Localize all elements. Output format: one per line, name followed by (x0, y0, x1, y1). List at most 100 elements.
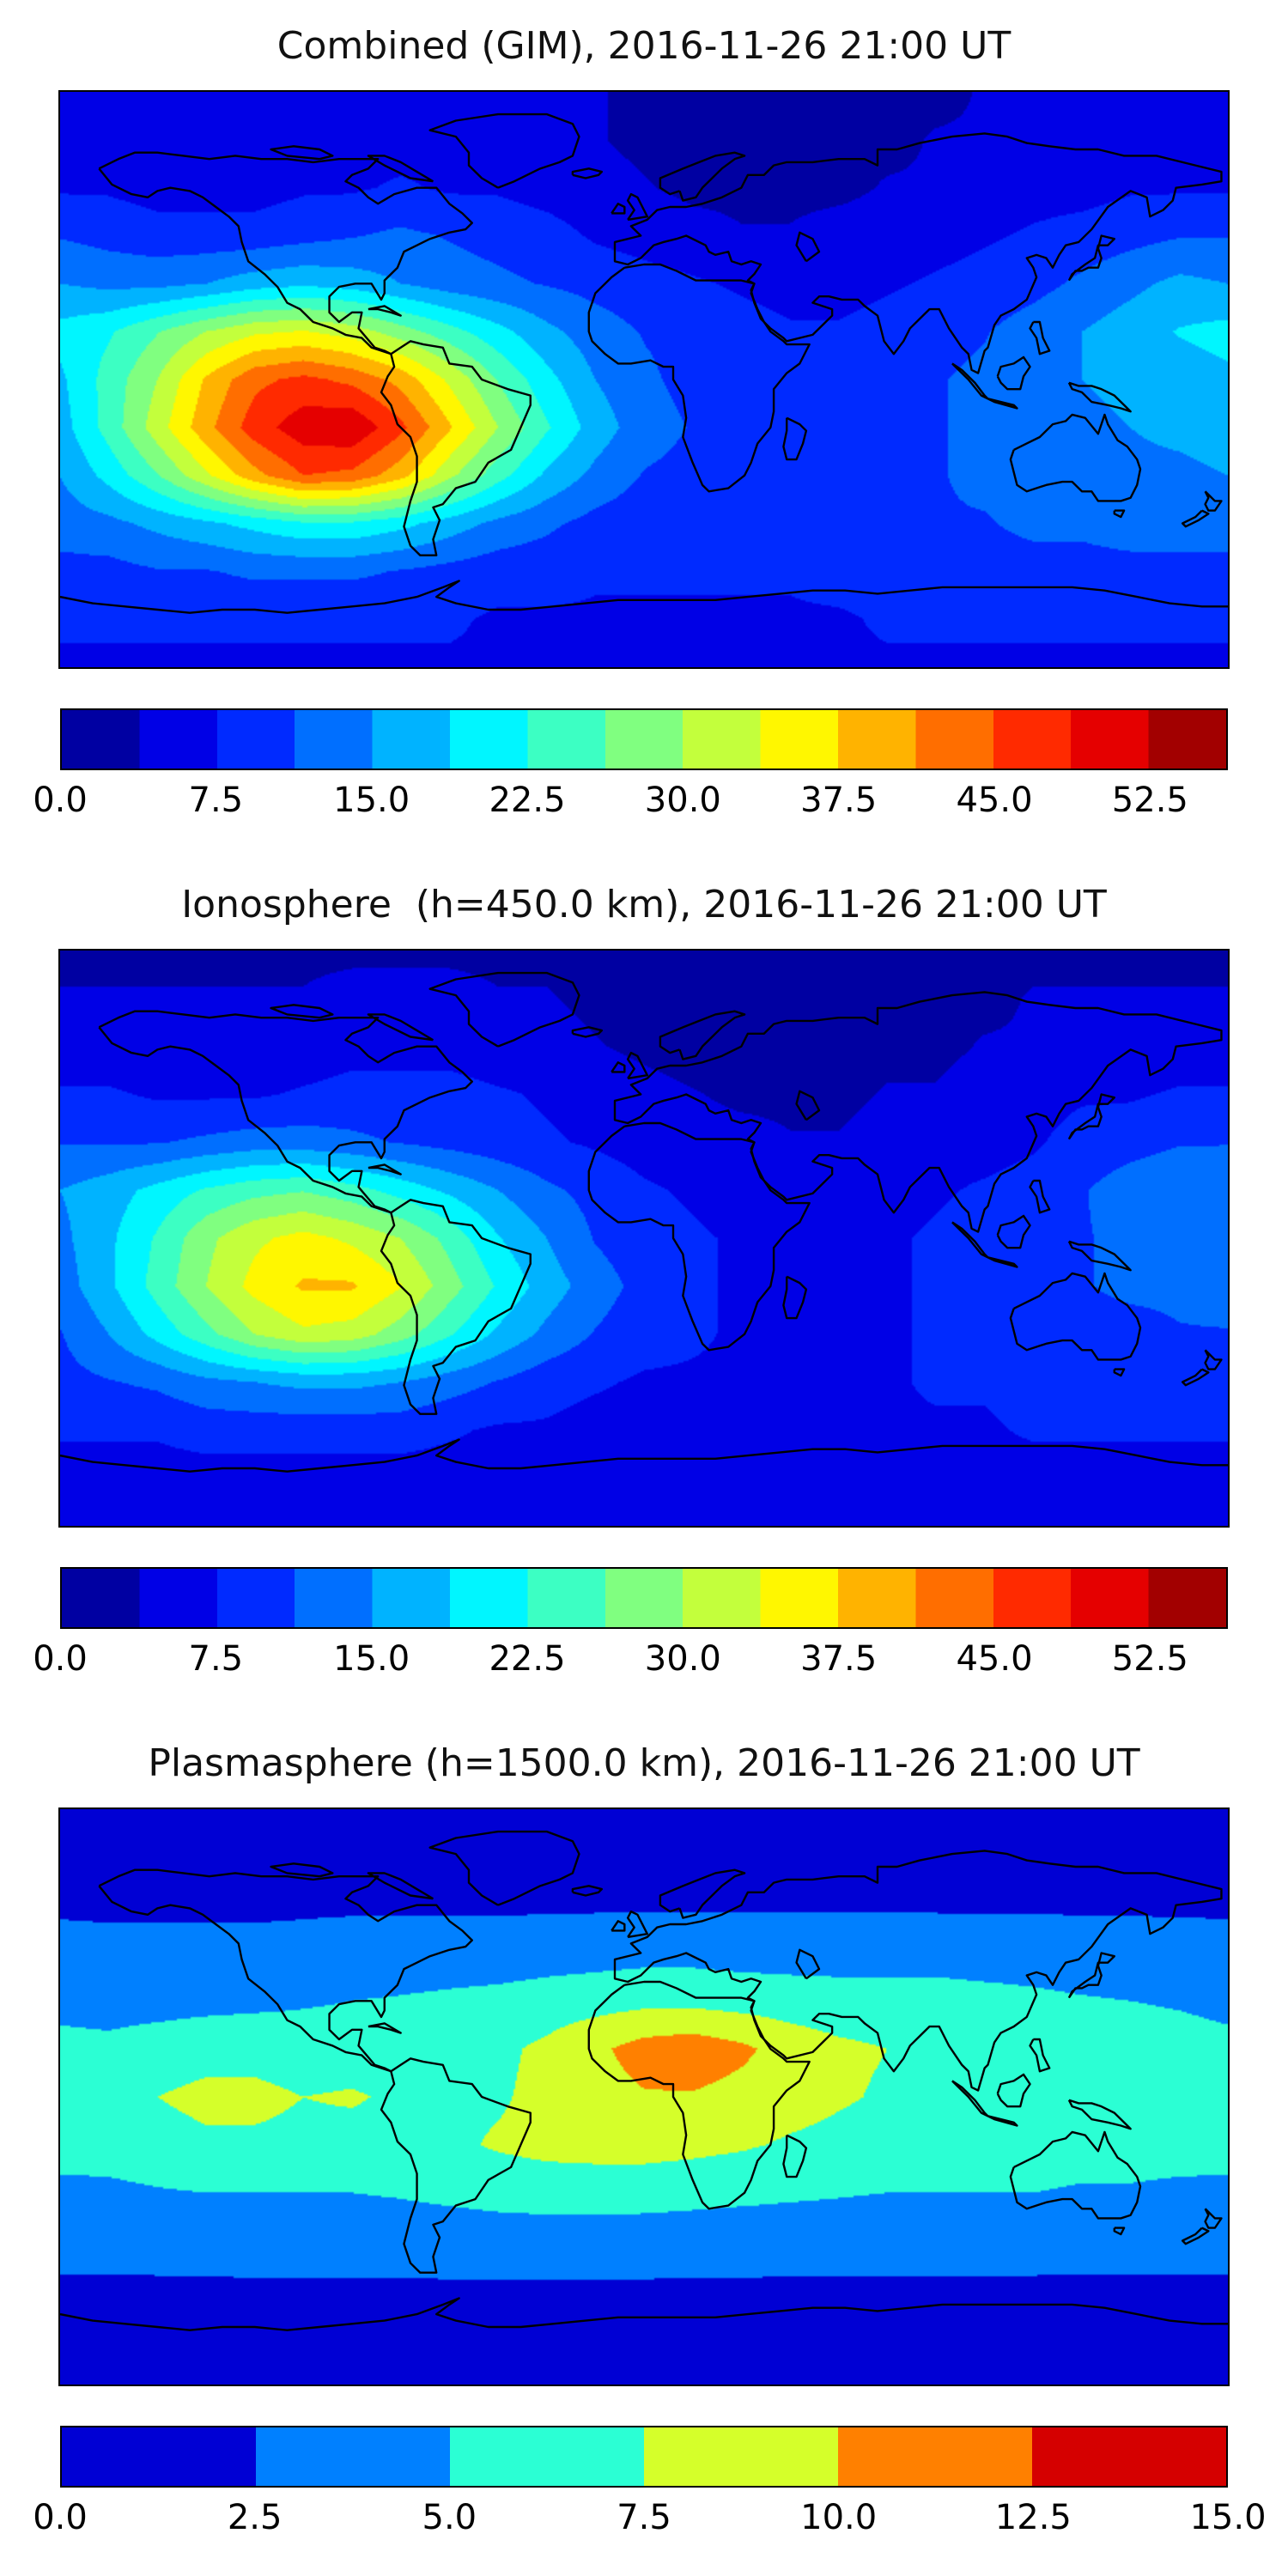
coastline-path (998, 2075, 1030, 2106)
colorbar-tick-label: 2.5 (227, 2497, 283, 2537)
coastline-path (1030, 322, 1050, 354)
coastline-path (99, 1012, 471, 1213)
colorbar (60, 2425, 1228, 2488)
panel-title: Plasmasphere (h=1500.0 km), 2016-11-26 2… (148, 1741, 1140, 1785)
coastline-path (60, 2298, 1228, 2330)
coastline-path (271, 1863, 333, 1876)
coastline-path (1069, 1242, 1131, 1271)
coastline-path (615, 133, 1221, 373)
coastline-path (1069, 1953, 1115, 1997)
coastline-path (589, 264, 810, 491)
coastline-path (368, 1014, 434, 1040)
colorbar-tick-label: 52.5 (1111, 1638, 1188, 1679)
coastline-path (1011, 415, 1140, 501)
colorbar-tick-label: 45.0 (956, 1638, 1033, 1679)
map-frame (58, 89, 1230, 669)
colorbar-tick-row: 0.0 7.5 15.0 22.5 30.0 37.5 45.0 52.5 (33, 775, 1228, 832)
coastline-path (1011, 2132, 1140, 2219)
coastline-path (368, 306, 401, 315)
colorbar-tick-row: 0.0 2.5 5.0 7.5 10.0 12.5 15.0 (33, 2493, 1266, 2549)
colorbar (60, 1566, 1228, 1629)
coastline-path (368, 1164, 401, 1174)
coastline-path (1206, 1350, 1222, 1369)
colorbar-tick-label: 15.0 (333, 1638, 410, 1679)
coastline-path (1115, 2227, 1124, 2233)
coastline-path (1182, 2227, 1208, 2244)
colorbar-tick-label: 15.0 (1189, 2497, 1267, 2537)
coastline-path (611, 1921, 624, 1930)
coastline-path (1069, 235, 1115, 280)
map-frame (58, 1807, 1230, 2386)
coastline-path (589, 1982, 810, 2208)
colorbar-tick-label: 37.5 (800, 780, 878, 820)
coastlines-overlay (60, 951, 1228, 1526)
coastline-path (797, 1091, 819, 1121)
colorbar-tick-label: 37.5 (800, 1638, 878, 1679)
colorbar-tick-label: 0.0 (33, 2497, 88, 2537)
coastline-path (1030, 2039, 1050, 2071)
coastline-path (368, 2023, 401, 2032)
coastline-path (1206, 491, 1222, 510)
coastline-path (998, 357, 1030, 389)
coastline-path (1182, 510, 1208, 526)
coastline-path (381, 1200, 531, 1413)
colorbar-tick-label: 10.0 (800, 2497, 878, 2537)
coastline-path (628, 194, 647, 220)
colorbar-tick-label: 45.0 (956, 780, 1033, 820)
coastline-path (1115, 1369, 1124, 1375)
coastline-path (99, 153, 471, 355)
coastline-path (1069, 2100, 1131, 2129)
coastline-path (797, 1950, 819, 1979)
coastline-path (381, 341, 531, 555)
colorbar-tick-label: 22.5 (489, 780, 566, 820)
panel-combined-gim: Combined (GIM), 2016-11-26 21:00 UT 0.0 7… (0, 0, 1288, 859)
colorbar-tick-label: 12.5 (994, 2497, 1072, 2537)
coastline-path (381, 2058, 531, 2272)
coastline-path (1206, 2208, 1222, 2227)
panel-title: Combined (GIM), 2016-11-26 21:00 UT (276, 24, 1012, 68)
coastline-path (783, 417, 805, 459)
coastline-path (60, 580, 1228, 612)
colorbar-tick-label: 30.0 (644, 780, 721, 820)
coastline-path (611, 1062, 624, 1072)
coastline-path (368, 155, 434, 181)
coastlines-overlay (60, 1809, 1228, 2385)
panel-ionosphere: Ionosphere (h=450.0 km), 2016-11-26 21:0… (0, 859, 1288, 1717)
colorbar-tick-label: 5.0 (422, 2497, 477, 2537)
coastline-path (430, 114, 580, 188)
coastline-path (368, 1873, 434, 1899)
colorbar-wrap: 0.0 7.5 15.0 22.5 30.0 37.5 45.0 52.5 (33, 1566, 1228, 1691)
coastline-path (952, 2081, 1018, 2125)
colorbar-tick-label: 7.5 (617, 2497, 671, 2537)
coastline-path (783, 2135, 805, 2176)
coastline-path (1182, 1369, 1208, 1385)
coastline-path (430, 973, 580, 1047)
coastline-path (615, 1850, 1221, 2090)
coastline-path (611, 204, 624, 213)
panel-plasmasphere: Plasmasphere (h=1500.0 km), 2016-11-26 2… (0, 1717, 1288, 2576)
coastline-path (1011, 1273, 1140, 1360)
coastline-path (660, 153, 744, 201)
colorbar-tick-label: 52.5 (1111, 780, 1188, 820)
colorbar-wrap: 0.0 7.5 15.0 22.5 30.0 37.5 45.0 52.5 (33, 708, 1228, 832)
coastline-path (998, 1216, 1030, 1248)
coastline-path (60, 1439, 1228, 1471)
coastline-path (660, 1012, 744, 1060)
coastline-path (573, 168, 602, 178)
coastline-path (1069, 383, 1131, 412)
colorbar (60, 708, 1228, 770)
coastline-path (952, 363, 1018, 408)
coastline-path (589, 1123, 810, 1350)
map-heatmap-canvas (60, 1808, 1228, 2385)
map-heatmap-canvas (60, 91, 1228, 667)
colorbar-tick-label: 7.5 (188, 780, 244, 820)
coastline-path (99, 1870, 471, 2072)
coastlines-overlay (60, 92, 1228, 667)
colorbar-tick-label: 7.5 (188, 1638, 244, 1679)
colorbar-tick-label: 15.0 (333, 780, 410, 820)
coastline-path (628, 1911, 647, 1937)
coastline-path (615, 992, 1221, 1231)
colorbar-wrap: 0.0 2.5 5.0 7.5 10.0 12.5 15.0 (33, 2425, 1267, 2549)
map-frame (58, 948, 1230, 1528)
